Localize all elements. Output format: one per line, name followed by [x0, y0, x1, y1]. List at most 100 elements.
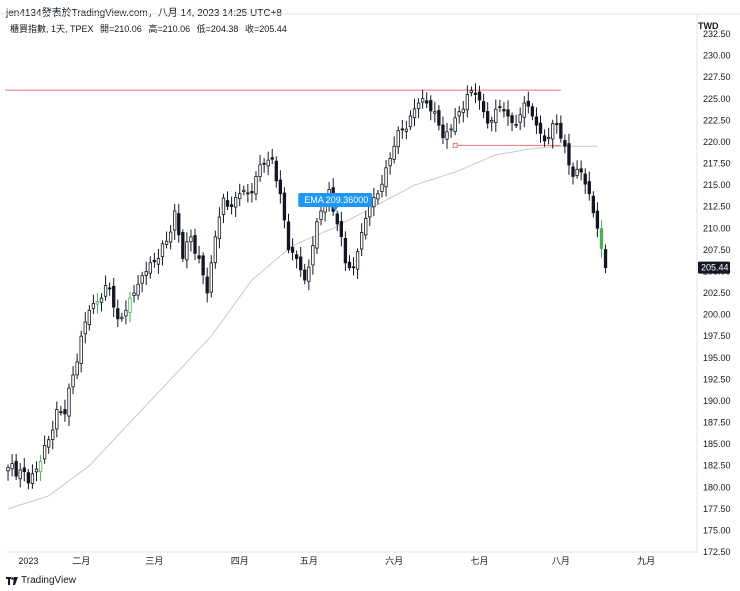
candle[interactable]: [22, 458, 26, 482]
candle[interactable]: [47, 435, 51, 454]
candle[interactable]: [571, 162, 575, 185]
candle[interactable]: [116, 299, 120, 328]
candle[interactable]: [303, 263, 307, 285]
candle[interactable]: [453, 107, 457, 136]
currency-label[interactable]: TWD: [698, 21, 719, 31]
candle[interactable]: [258, 154, 262, 182]
ema-tag-box[interactable]: [298, 193, 373, 207]
candle[interactable]: [140, 271, 144, 293]
candle[interactable]: [193, 228, 197, 260]
candle[interactable]: [34, 461, 39, 482]
candle[interactable]: [95, 292, 100, 314]
candle[interactable]: [364, 210, 368, 240]
candle[interactable]: [530, 103, 535, 121]
candle[interactable]: [250, 183, 254, 203]
candle[interactable]: [603, 244, 608, 274]
candle[interactable]: [360, 223, 364, 257]
candle[interactable]: [408, 110, 413, 131]
candle[interactable]: [502, 102, 506, 118]
candle[interactable]: [583, 168, 587, 194]
candle[interactable]: [152, 252, 157, 268]
candle[interactable]: [59, 405, 63, 416]
candle[interactable]: [311, 236, 315, 275]
candle[interactable]: [185, 232, 189, 269]
candle[interactable]: [339, 211, 343, 247]
candle[interactable]: [79, 330, 83, 373]
candle[interactable]: [546, 127, 551, 145]
candle[interactable]: [506, 100, 510, 126]
candle[interactable]: [376, 189, 380, 205]
support-line-handle[interactable]: [452, 142, 458, 148]
candle[interactable]: [282, 187, 287, 229]
candle[interactable]: [522, 96, 526, 128]
candle[interactable]: [514, 114, 518, 128]
candle[interactable]: [563, 134, 567, 154]
candle[interactable]: [10, 453, 14, 477]
candle[interactable]: [538, 115, 543, 143]
candle[interactable]: [425, 92, 429, 109]
candle[interactable]: [213, 230, 217, 269]
candle[interactable]: [307, 259, 311, 291]
candle[interactable]: [274, 156, 278, 188]
candle[interactable]: [372, 187, 376, 217]
ema-line[interactable]: [7, 145, 598, 510]
candle[interactable]: [132, 285, 136, 303]
candle[interactable]: [461, 101, 465, 123]
candle[interactable]: [551, 119, 555, 149]
candle[interactable]: [221, 193, 226, 224]
candle[interactable]: [355, 248, 360, 280]
candle[interactable]: [67, 383, 71, 427]
candle[interactable]: [486, 102, 490, 129]
candle[interactable]: [217, 207, 222, 249]
candle[interactable]: [299, 247, 303, 278]
candle[interactable]: [567, 133, 571, 175]
candle[interactable]: [107, 282, 112, 296]
candle[interactable]: [30, 464, 35, 489]
candle[interactable]: [181, 229, 185, 262]
candle[interactable]: [278, 170, 283, 204]
candle[interactable]: [599, 220, 604, 259]
candle[interactable]: [498, 99, 502, 113]
candle[interactable]: [575, 160, 579, 179]
last-price-badge[interactable]: [698, 261, 730, 274]
candle[interactable]: [262, 158, 266, 173]
candle[interactable]: [148, 256, 152, 279]
candle[interactable]: [343, 231, 348, 271]
candle[interactable]: [238, 183, 242, 207]
candle[interactable]: [42, 435, 47, 464]
candle[interactable]: [416, 98, 421, 119]
candle[interactable]: [555, 114, 559, 134]
candle[interactable]: [396, 126, 400, 155]
tradingview-logo[interactable]: TradingView: [6, 575, 76, 586]
candle[interactable]: [481, 93, 486, 118]
candle[interactable]: [559, 115, 563, 143]
candle[interactable]: [164, 231, 169, 249]
candle[interactable]: [449, 124, 453, 138]
candle[interactable]: [242, 185, 246, 196]
candle[interactable]: [380, 174, 384, 198]
candle[interactable]: [490, 116, 494, 132]
candle[interactable]: [38, 454, 43, 481]
candle[interactable]: [335, 210, 339, 231]
candle[interactable]: [205, 267, 209, 303]
candle[interactable]: [177, 203, 181, 243]
candle[interactable]: [83, 312, 87, 344]
candle[interactable]: [591, 191, 596, 218]
candle[interactable]: [412, 98, 417, 127]
candle[interactable]: [351, 257, 356, 276]
time-axis[interactable]: 2023 二月 三月 四月 五月 六月 七月 八月 九月: [18, 555, 655, 566]
candle[interactable]: [6, 464, 10, 481]
candle[interactable]: [518, 107, 522, 131]
candle[interactable]: [388, 152, 392, 175]
candle[interactable]: [579, 160, 583, 181]
candle[interactable]: [494, 99, 498, 132]
candle[interactable]: [384, 159, 388, 197]
candle[interactable]: [112, 277, 116, 317]
candle[interactable]: [441, 116, 445, 145]
candle[interactable]: [63, 399, 67, 422]
candle[interactable]: [290, 238, 295, 261]
candle[interactable]: [103, 275, 108, 301]
candle[interactable]: [595, 202, 600, 238]
candle[interactable]: [246, 184, 250, 203]
candle[interactable]: [294, 250, 299, 269]
